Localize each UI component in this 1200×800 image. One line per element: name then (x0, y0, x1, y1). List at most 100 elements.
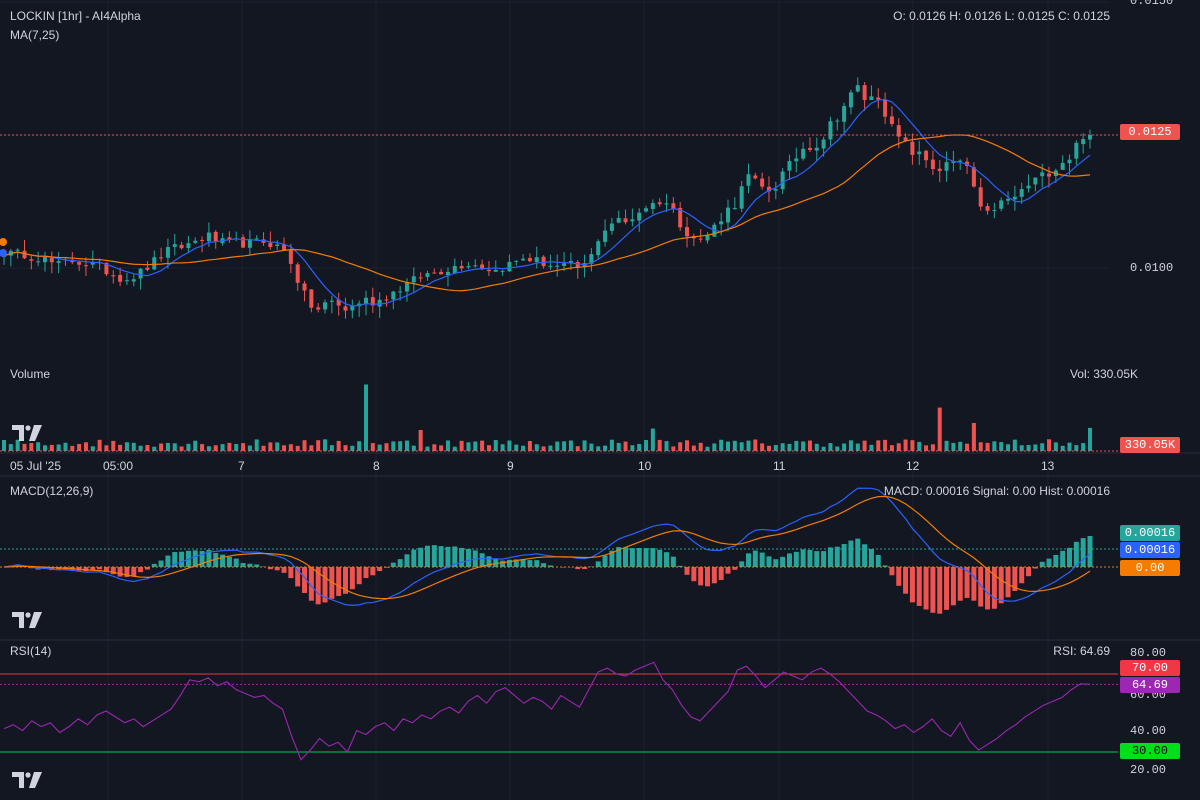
candle-body-25 (172, 244, 177, 247)
macd-hist-bar-39 (267, 567, 273, 570)
candle-body-140 (958, 160, 963, 162)
volume-panel[interactable] (0, 384, 1118, 452)
macd-hist-bar-150 (1026, 567, 1032, 577)
candle-body-111 (760, 178, 765, 187)
macd-line (3, 487, 1091, 606)
candle-body-96 (657, 202, 662, 205)
macd-hist-bar-129 (882, 565, 888, 567)
volume-bar-138 (944, 440, 949, 451)
volume-bar-143 (978, 442, 983, 451)
candle-body-110 (753, 175, 758, 179)
candle-body-135 (924, 150, 929, 161)
candle-body-22 (152, 257, 157, 270)
macd-hist-bar-143 (978, 567, 984, 607)
macd-hist-bar-97 (664, 552, 670, 567)
candle-body-97 (664, 203, 669, 205)
volume-bar-75 (514, 444, 519, 451)
volume-bar-85 (582, 440, 587, 451)
macd-hist-bar-36 (247, 563, 253, 567)
volume-bar-126 (862, 440, 867, 451)
volume-bar-11 (77, 443, 82, 451)
volume-bar-124 (848, 440, 853, 451)
macd-hist-bar-139 (950, 567, 956, 606)
volume-bar-103 (705, 446, 710, 451)
macd-hist-bar-101 (691, 567, 697, 582)
volume-bar-133 (910, 440, 915, 451)
volume-bar-66 (452, 446, 457, 451)
volume-bar-159 (1088, 427, 1092, 451)
volume-bar-81 (555, 441, 560, 451)
volume-bar-93 (637, 443, 642, 451)
volume-bar-35 (241, 443, 246, 451)
candle-body-19 (131, 279, 136, 282)
candle-body-28 (193, 240, 198, 243)
volume-bar-2 (15, 439, 20, 451)
volume-bar-140 (958, 441, 963, 451)
candle-body-18 (124, 280, 129, 282)
macd-hist-bar-41 (281, 567, 287, 573)
volume-bar-123 (842, 443, 847, 451)
macd-hist-bar-147 (1005, 567, 1011, 598)
chart-title: LOCKIN [1hr] - AI4Alpha (10, 9, 141, 23)
macd-hist-bar-108 (739, 561, 745, 567)
macd-hist-bar-102 (698, 567, 704, 586)
macd-hist-bar-125 (855, 538, 861, 567)
candle-body-56 (384, 299, 389, 301)
volume-bar-115 (787, 443, 792, 451)
macd-hist-bar-119 (814, 551, 820, 567)
macd-hist-bar-158 (1080, 538, 1086, 567)
macd-hist-bar-152 (1039, 561, 1045, 567)
macd-hist-bar-131 (896, 567, 902, 586)
volume-bar-3 (22, 443, 27, 451)
volume-bar-112 (766, 445, 771, 451)
rsi-panel[interactable] (0, 661, 1118, 761)
volume-bar-153 (1047, 439, 1052, 451)
volume-bar-46 (316, 440, 321, 451)
macd-hist-bar-111 (759, 552, 765, 567)
price-panel[interactable] (0, 77, 1118, 319)
candle-body-33 (227, 237, 232, 240)
candle-body-134 (917, 151, 922, 155)
candle-body-49 (336, 299, 341, 306)
candle-body-82 (562, 263, 567, 266)
volume-bar-20 (138, 445, 143, 451)
macd-hist-bar-114 (780, 556, 786, 567)
macd-hist-bar-68 (465, 549, 471, 567)
macd-panel[interactable] (0, 487, 1118, 614)
volume-bar-9 (63, 442, 68, 451)
candle-body-83 (568, 260, 573, 263)
volume-bar-23 (159, 443, 164, 451)
ma25-line (3, 134, 1091, 292)
volume-bar-101 (691, 445, 696, 451)
volume-bar-64 (439, 445, 444, 451)
macd-hist-bar-79 (541, 563, 547, 567)
volume-bar-119 (814, 443, 819, 451)
volume-bar-16 (111, 440, 116, 451)
volume-bar-47 (323, 439, 328, 451)
volume-bar-41 (282, 445, 287, 451)
volume-bar-87 (596, 446, 601, 451)
candle-body-67 (459, 265, 464, 269)
macd-hist-bar-98 (670, 556, 676, 567)
macd-hist-bar-159 (1087, 535, 1093, 567)
macd-hist-bar-31 (213, 552, 219, 567)
macd-hist-bar-115 (786, 553, 792, 567)
candle-body-92 (630, 219, 635, 222)
candle-body-58 (398, 291, 403, 293)
volume-bar-5 (36, 442, 41, 451)
volume-bar-107 (732, 440, 737, 451)
volume-bar-42 (288, 444, 293, 451)
volume-bar-156 (1067, 442, 1072, 451)
macd-hist-bar-72 (493, 558, 499, 567)
macd-hist-bar-51 (349, 567, 355, 590)
candle-body-60 (411, 276, 416, 283)
macd-hist-bar-48 (329, 567, 335, 599)
volume-bar-57 (391, 441, 396, 451)
macd-hist-bar-120 (821, 551, 827, 567)
volume-bar-19 (131, 442, 136, 451)
macd-hist-bar-49 (336, 567, 342, 596)
candle-body-65 (445, 271, 450, 276)
volume-bar-65 (445, 440, 450, 451)
candle-body-8 (56, 261, 61, 263)
